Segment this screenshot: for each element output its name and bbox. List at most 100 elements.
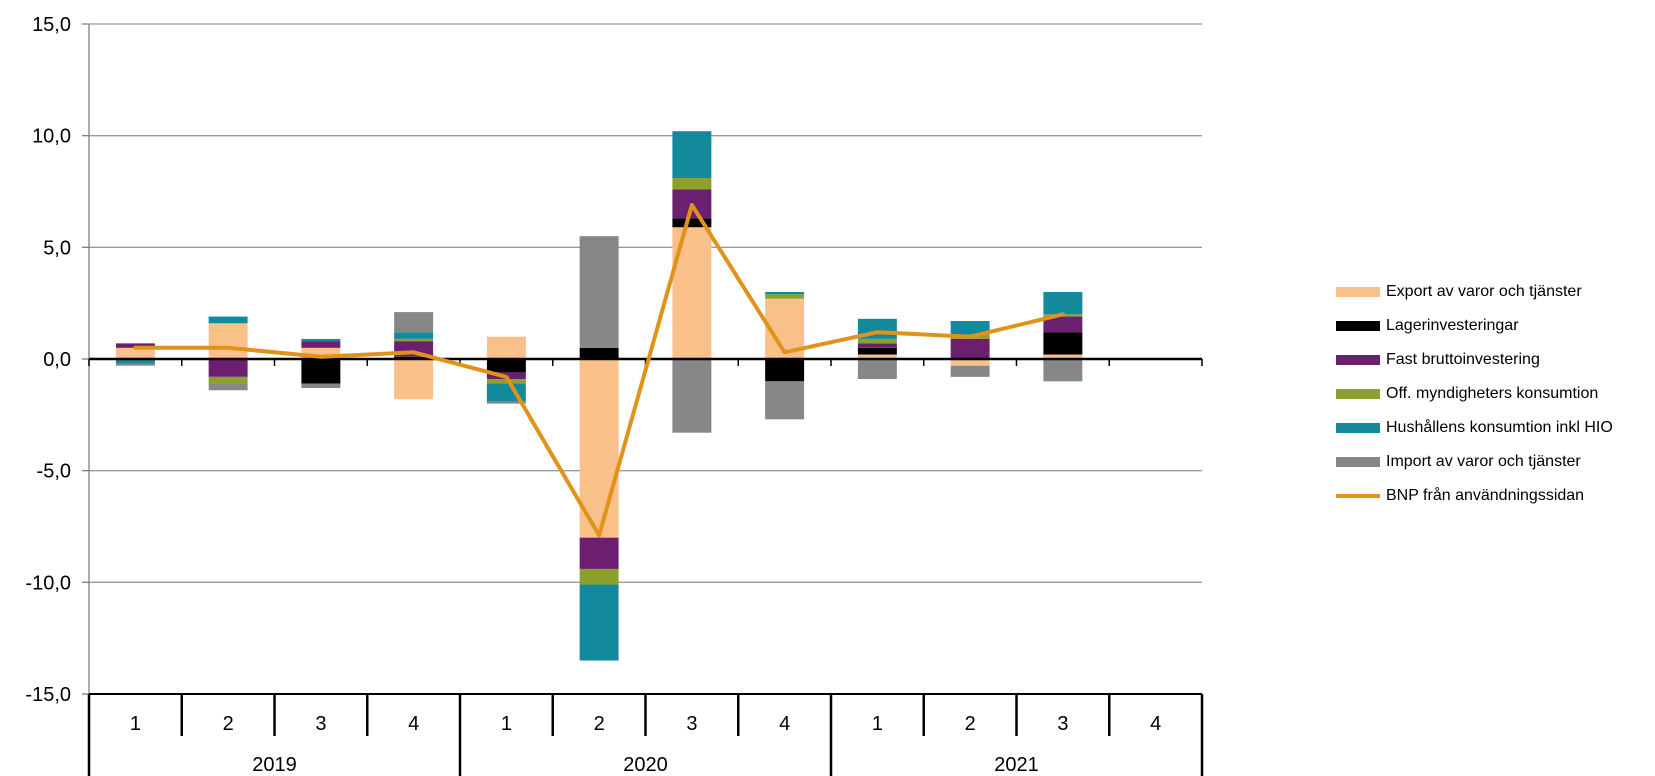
bar-segment [672, 218, 712, 228]
x-tick-label: 3 [686, 713, 697, 735]
x-tick-label: 1 [130, 713, 141, 735]
x-tick-label: 4 [779, 713, 790, 735]
bar-segment [950, 338, 990, 359]
year-label: 2019 [252, 754, 297, 776]
y-tick-label: 5,0 [43, 237, 71, 259]
bar-segment [672, 131, 712, 179]
bar-segment [301, 338, 341, 342]
bar-segment [765, 359, 805, 382]
legend-label: Fast bruttoinvestering [1386, 351, 1540, 368]
x-tick-label: 4 [1150, 713, 1161, 735]
bar-segment [1043, 316, 1083, 333]
bar-segment [1043, 359, 1083, 382]
y-tick-label: 0,0 [43, 349, 71, 371]
bar-segment [394, 312, 434, 333]
bar-segment [579, 568, 619, 585]
bar-segment [672, 359, 712, 433]
legend-item: Import av varor och tjänster [1336, 445, 1651, 479]
legend-swatch [1336, 423, 1380, 433]
bar-segment [1043, 292, 1083, 315]
legend-item: Export av varor och tjänster [1336, 275, 1651, 309]
bar-segment [115, 347, 155, 359]
bar-segment [765, 292, 805, 295]
bar-segment [765, 381, 805, 420]
bar-segment [857, 354, 897, 359]
bar-segment [208, 316, 248, 324]
bar-segment [301, 341, 341, 348]
year-label: 2020 [623, 754, 668, 776]
bar-segment [486, 359, 526, 373]
bar-segment [672, 178, 712, 190]
bar-segment [208, 376, 248, 384]
y-tick-label: -5,0 [37, 461, 71, 483]
x-tick-label: 4 [408, 713, 419, 735]
legend-swatch [1336, 457, 1380, 467]
bar-segment [857, 343, 897, 348]
bar-segment [208, 359, 248, 377]
bar-segment [394, 338, 434, 342]
bar-segment [486, 379, 526, 384]
legend-swatch [1336, 287, 1380, 297]
bar-segment [115, 359, 155, 364]
x-tick-label: 1 [872, 713, 883, 735]
bar-segment [394, 359, 434, 400]
legend-item: Fast bruttoinvestering [1336, 343, 1651, 377]
bar-segment [208, 323, 248, 359]
y-tick-label: -15,0 [25, 684, 71, 706]
bar-segment [857, 359, 897, 380]
legend-swatch [1336, 494, 1380, 498]
bar-segment [301, 383, 341, 389]
year-label: 2021 [994, 754, 1039, 776]
legend-swatch [1336, 321, 1380, 331]
legend-item: Lagerinvesteringar [1336, 309, 1651, 343]
legend-swatch [1336, 355, 1380, 365]
bar-segment [950, 321, 990, 335]
bar-segment [579, 537, 619, 569]
bar-segment [579, 236, 619, 348]
y-tick-label: 15,0 [32, 14, 71, 36]
bar-segment [857, 338, 897, 344]
bar-segment [950, 359, 990, 366]
bar-segment [765, 294, 805, 299]
bar-segment [301, 347, 341, 359]
legend-label: Export av varor och tjänster [1386, 283, 1582, 300]
bar-segment [115, 363, 155, 366]
legend-label: Off. myndigheters konsumtion [1386, 385, 1599, 402]
bnp-line-series [133, 202, 1065, 538]
bar-segment [579, 347, 619, 359]
legend-swatch [1336, 389, 1380, 399]
x-tick-label: 1 [501, 713, 512, 735]
y-tick-label: 10,0 [32, 126, 71, 148]
legend-label: Hushållens konsumtion inkl HIO [1386, 419, 1613, 436]
bar-segment [1043, 332, 1083, 355]
legend-label: Import av varor och tjänster [1386, 453, 1581, 470]
x-tick-label: 3 [315, 713, 326, 735]
bar-segment [486, 401, 526, 404]
x-axis: 1 2 3 4 1 2 3 4 1 2 3 4 2019 2020 2021 [87, 693, 1204, 776]
bar-segment [301, 359, 341, 384]
bar-segment [1043, 354, 1083, 359]
y-tick-label: -10,0 [25, 572, 71, 594]
bar-segment [579, 584, 619, 661]
bar-segment [950, 365, 990, 377]
bar-stacks [115, 131, 1083, 661]
legend-label: BNP från användningssidan [1386, 487, 1585, 504]
x-tick-label: 2 [965, 713, 976, 735]
bnp-line [133, 202, 1065, 538]
bar-segment [394, 332, 434, 339]
x-tick-label: 3 [1057, 713, 1068, 735]
bar-segment [579, 359, 619, 538]
bar-segment [208, 383, 248, 391]
legend-item: Hushållens konsumtion inkl HIO [1336, 411, 1651, 445]
bar-segment [486, 336, 526, 359]
y-axis: 15,0 10,0 5,0 0,0 -5,0 -10,0 -15,0 [25, 14, 90, 706]
legend-item: Off. myndigheters konsumtion [1336, 377, 1651, 411]
legend-label: Lagerinvesteringar [1386, 317, 1519, 334]
bar-segment [857, 347, 897, 355]
legend-item: BNP från användningssidan [1336, 479, 1651, 513]
bar-segment [115, 343, 155, 348]
x-tick-label: 2 [594, 713, 605, 735]
legend: Export av varor och tjänster Lagerinveste… [1336, 275, 1651, 513]
x-tick-label: 2 [223, 713, 234, 735]
